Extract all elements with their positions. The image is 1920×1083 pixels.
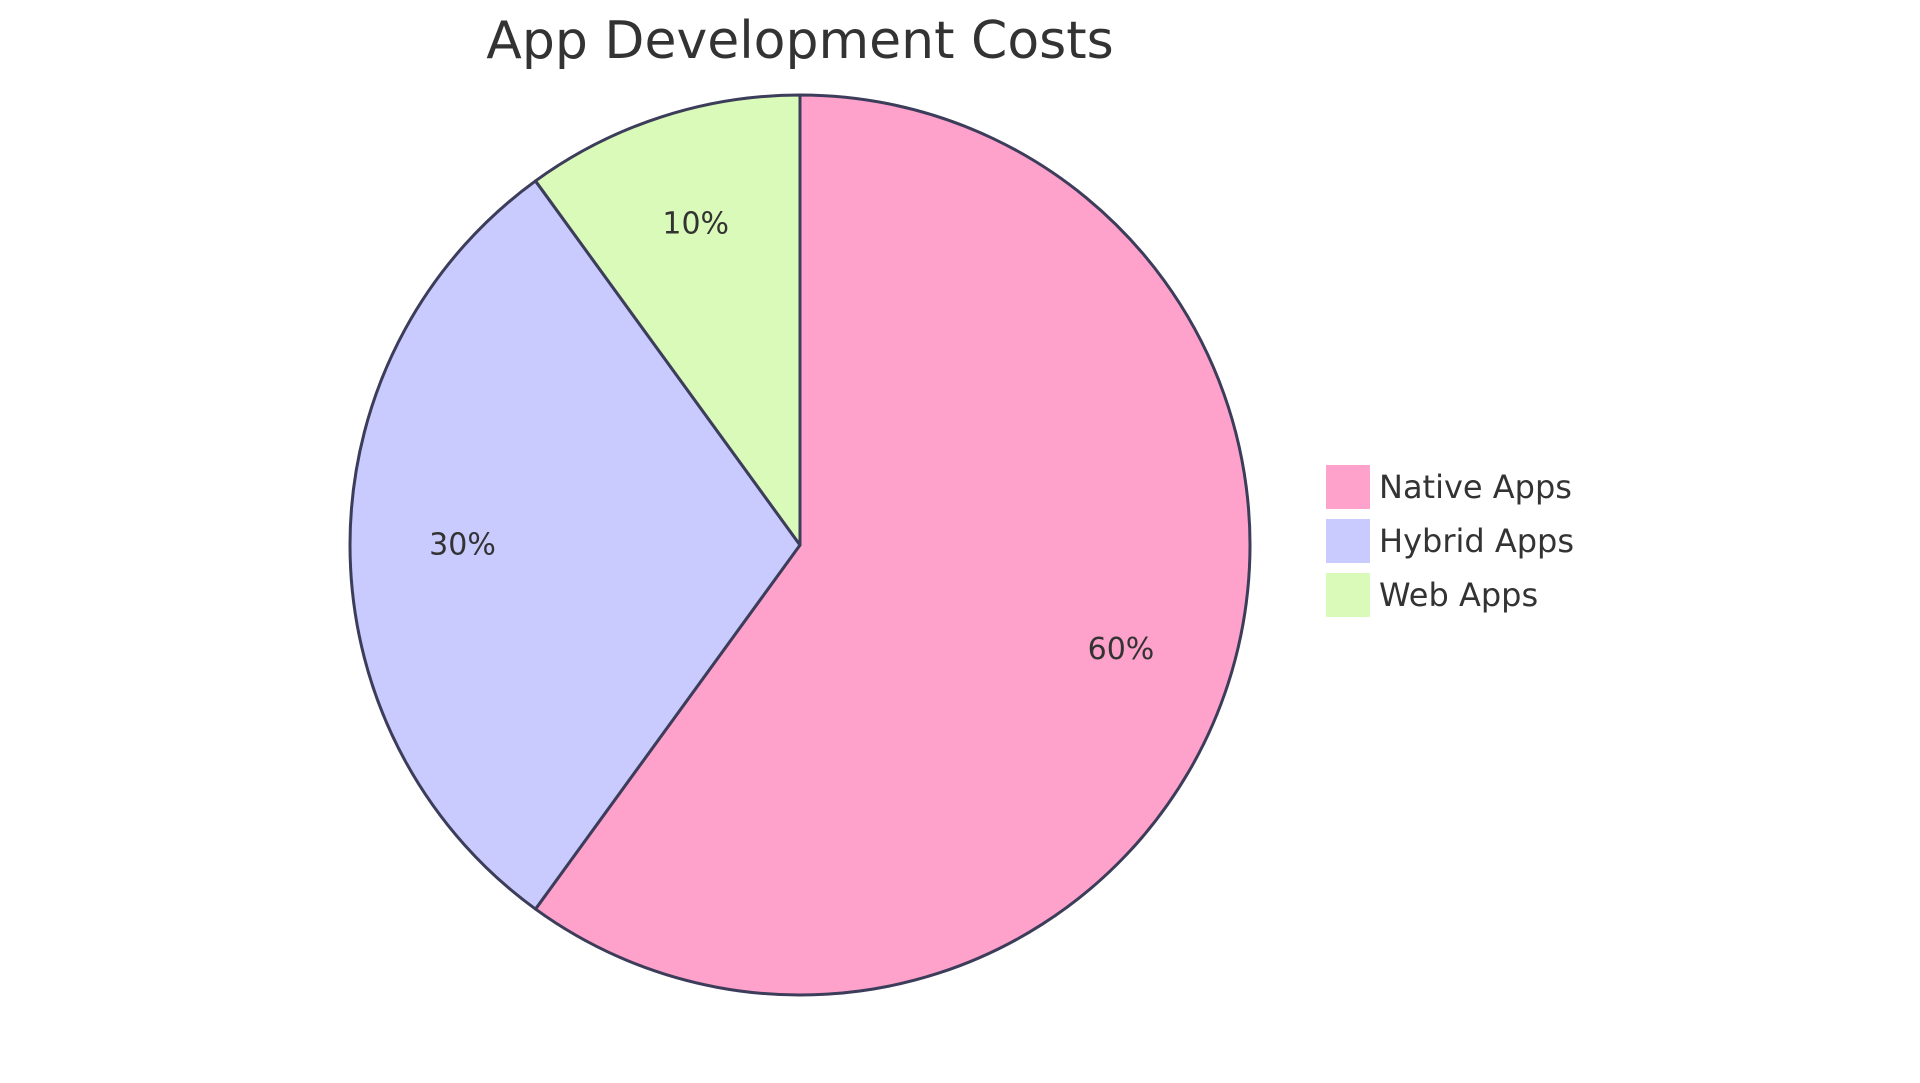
- legend-label-hybrid-apps: Hybrid Apps: [1379, 522, 1574, 560]
- slice-label-native-apps: 60%: [1088, 632, 1155, 667]
- slice-label-hybrid-apps: 30%: [429, 528, 496, 563]
- pie-slice-native-apps: [533, 93, 1252, 997]
- pie-slice-hybrid-apps: [348, 179, 802, 911]
- legend-label-web-apps: Web Apps: [1379, 576, 1538, 614]
- legend: Native Apps Hybrid Apps Web Apps: [1326, 465, 1574, 617]
- legend-swatch-web-apps: [1326, 573, 1370, 617]
- legend-label-native-apps: Native Apps: [1379, 468, 1572, 506]
- legend-swatch-native-apps: [1326, 465, 1370, 509]
- pie-slice-web-apps: [533, 93, 802, 547]
- chart-title: App Development Costs: [486, 11, 1113, 71]
- legend-item-hybrid-apps: Hybrid Apps: [1326, 519, 1574, 563]
- pie-slices: [348, 93, 1252, 997]
- pie-slice-labels: 60% 30% 10%: [429, 207, 1154, 667]
- legend-swatch-hybrid-apps: [1326, 519, 1370, 563]
- legend-item-native-apps: Native Apps: [1326, 465, 1572, 509]
- legend-item-web-apps: Web Apps: [1326, 573, 1538, 617]
- slice-label-web-apps: 10%: [662, 207, 729, 242]
